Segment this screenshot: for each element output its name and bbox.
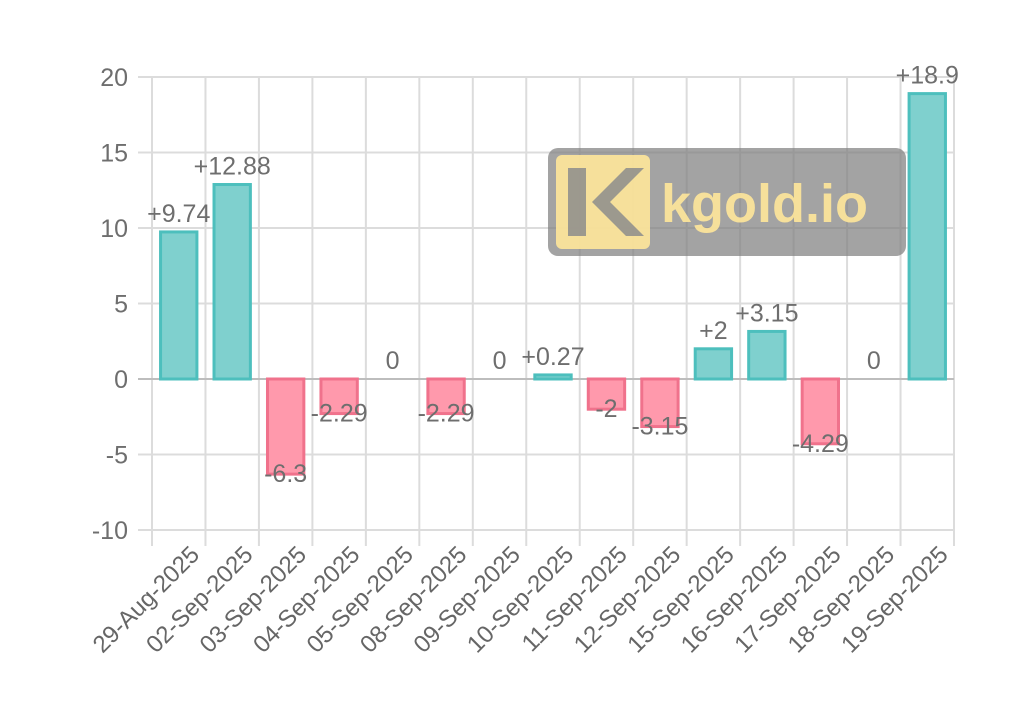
bar-data-label: -2	[595, 395, 617, 423]
bar-data-label: +18.9	[896, 62, 959, 90]
y-tick-label: 10	[100, 215, 128, 243]
k-logo-icon	[556, 155, 650, 249]
bar	[159, 230, 199, 381]
x-axis-tick-labels: 29-Aug-202502-Sep-202503-Sep-202504-Sep-…	[88, 541, 954, 658]
bar	[640, 377, 680, 429]
bar-data-label: +3.15	[735, 299, 798, 327]
bar-data-label: +12.88	[194, 153, 271, 181]
bar	[426, 377, 466, 416]
bar	[800, 377, 841, 446]
bar-data-label: +2	[699, 317, 728, 345]
y-axis-tick-labels: 20 15 10 5 0 -5 -10	[92, 64, 128, 545]
bar	[212, 183, 252, 381]
bar-data-label: -6.3	[264, 460, 307, 488]
bar	[907, 92, 947, 381]
y-tick-label: 0	[114, 366, 128, 394]
chart-grid	[138, 76, 955, 546]
watermark-text: kgold.io	[661, 174, 868, 234]
chart-bars	[159, 92, 947, 476]
bar-data-label: -4.29	[792, 430, 849, 458]
bar	[693, 347, 734, 381]
bar-data-label: 0	[493, 347, 507, 375]
bar-data-label: -2.29	[418, 400, 475, 428]
bar	[747, 329, 787, 381]
bar-data-label: -2.29	[311, 400, 368, 428]
bar-data-label: 0	[386, 347, 400, 375]
bar-data-label: -3.15	[631, 413, 688, 441]
y-tick-label: -5	[106, 442, 128, 470]
y-tick-label: -10	[92, 517, 128, 545]
watermark: kgold.io	[548, 148, 906, 256]
bar	[533, 373, 573, 381]
bar	[265, 377, 306, 476]
bar-data-label: 0	[867, 347, 881, 375]
y-tick-label: 5	[114, 291, 128, 319]
y-tick-label: 15	[100, 140, 128, 168]
bar-data-label: +0.27	[521, 343, 584, 371]
bar-data-label: +9.74	[147, 200, 210, 228]
bar-data-labels: +9.74 +12.88 -6.3 -2.29 0 -2.29 0 +0.27 -2 -3.15 +…	[147, 62, 959, 489]
bar	[586, 377, 627, 411]
y-tick-label: 20	[100, 64, 128, 92]
bar	[319, 377, 359, 416]
